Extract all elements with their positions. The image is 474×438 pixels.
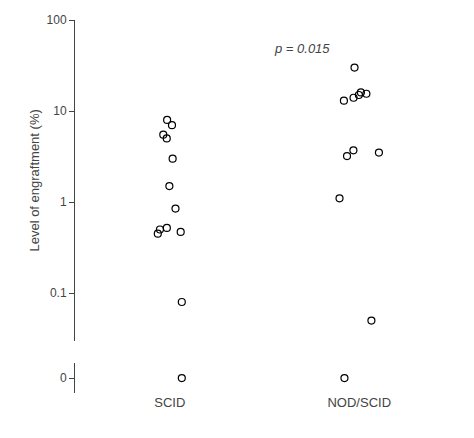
svg-text:10: 10 <box>53 104 67 118</box>
svg-text:100: 100 <box>47 13 67 27</box>
svg-text:0.1: 0.1 <box>50 286 67 300</box>
svg-text:p = 0.015: p = 0.015 <box>274 41 330 56</box>
svg-text:1: 1 <box>60 195 67 209</box>
svg-text:NOD/SCID: NOD/SCID <box>327 395 391 410</box>
svg-text:0: 0 <box>60 371 67 385</box>
svg-text:Level of engraftment (%): Level of engraftment (%) <box>27 109 42 251</box>
svg-text:SCID: SCID <box>154 395 185 410</box>
